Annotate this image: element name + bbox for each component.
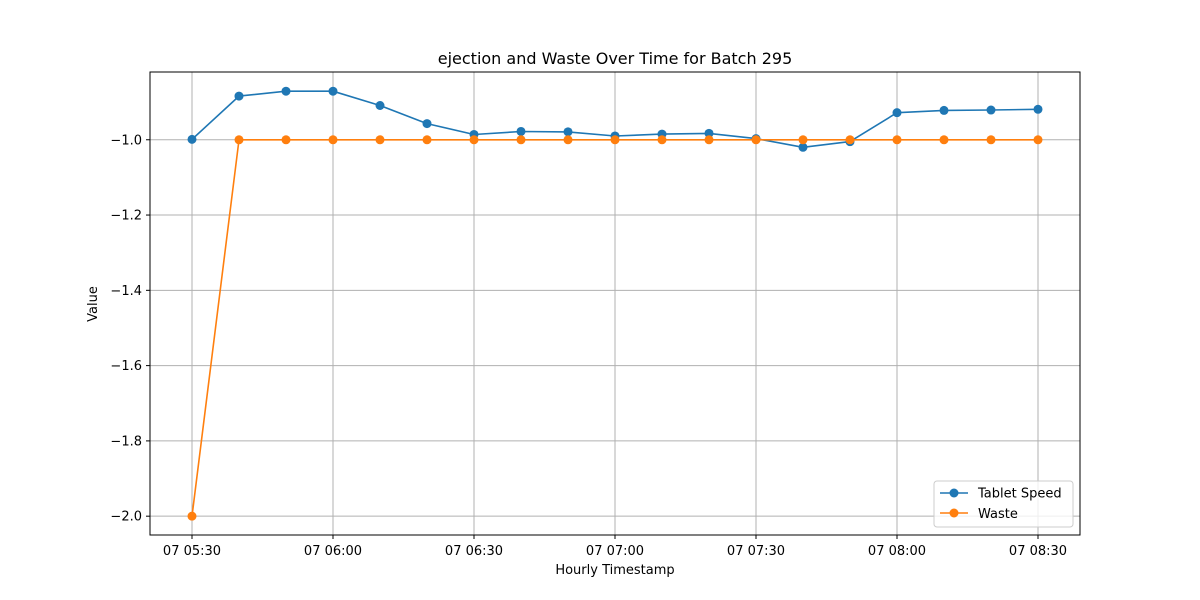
data-point-waste: [845, 135, 855, 145]
data-point-waste: [328, 135, 338, 145]
data-point-tablet-speed: [892, 108, 902, 118]
y-tick-label: −1.2: [110, 209, 142, 224]
data-point-waste: [281, 135, 291, 145]
y-tick-label: −1.0: [110, 133, 142, 148]
data-point-waste: [516, 135, 526, 145]
data-point-waste: [234, 135, 244, 145]
x-tick-label: 07 07:00: [586, 544, 644, 559]
data-point-tablet-speed: [986, 105, 996, 115]
data-point-tablet-speed: [516, 126, 526, 136]
data-point-tablet-speed: [798, 142, 808, 152]
data-point-tablet-speed: [234, 91, 244, 101]
y-tick-label: −2.0: [110, 510, 142, 525]
data-point-tablet-speed: [375, 101, 385, 111]
y-tick-label: −1.8: [110, 434, 142, 449]
legend-marker-waste: [949, 508, 959, 518]
data-point-tablet-speed: [187, 134, 197, 144]
data-point-tablet-speed: [328, 86, 338, 96]
data-point-waste: [1033, 135, 1043, 145]
x-tick-label: 07 05:30: [163, 544, 221, 559]
data-point-tablet-speed: [704, 128, 714, 138]
data-point-tablet-speed: [563, 127, 573, 137]
data-point-waste: [704, 135, 714, 145]
legend-marker-tablet-speed: [949, 488, 959, 498]
data-point-tablet-speed: [281, 86, 291, 96]
data-point-waste: [610, 135, 620, 145]
data-point-tablet-speed: [939, 105, 949, 115]
data-point-tablet-speed: [422, 119, 432, 129]
data-point-waste: [798, 135, 808, 145]
chart-title: ejection and Waste Over Time for Batch 2…: [438, 49, 793, 68]
x-axis-label: Hourly Timestamp: [555, 563, 674, 578]
data-point-tablet-speed: [1033, 104, 1043, 114]
x-tick-label: 07 06:00: [304, 544, 362, 559]
series-layer: [187, 86, 1043, 521]
x-tick-label: 07 07:30: [727, 544, 785, 559]
data-point-waste: [986, 135, 996, 145]
y-axis-label: Value: [86, 286, 101, 322]
legend-label-tablet-speed: Tablet Speed: [977, 487, 1062, 502]
legend: Tablet Speed Waste: [933, 480, 1074, 528]
data-point-waste: [187, 511, 197, 521]
data-point-waste: [469, 135, 479, 145]
data-point-waste: [939, 135, 949, 145]
data-point-waste: [751, 135, 761, 145]
x-tick-label: 07 06:30: [445, 544, 503, 559]
data-point-waste: [563, 135, 573, 145]
y-tick-label: −1.4: [110, 284, 142, 299]
legend-label-waste: Waste: [978, 507, 1018, 522]
x-tick-label: 07 08:00: [868, 544, 926, 559]
data-point-waste: [422, 135, 432, 145]
legend-box: [933, 480, 1074, 528]
x-tick-label: 07 08:30: [1009, 544, 1067, 559]
y-tick-label: −1.6: [110, 359, 142, 374]
data-point-waste: [375, 135, 385, 145]
data-point-waste: [657, 135, 667, 145]
ticks: 07 05:30 07 06:00 07 06:30 07 07:00 07 07:30…: [110, 133, 1067, 559]
data-point-waste: [892, 135, 902, 145]
